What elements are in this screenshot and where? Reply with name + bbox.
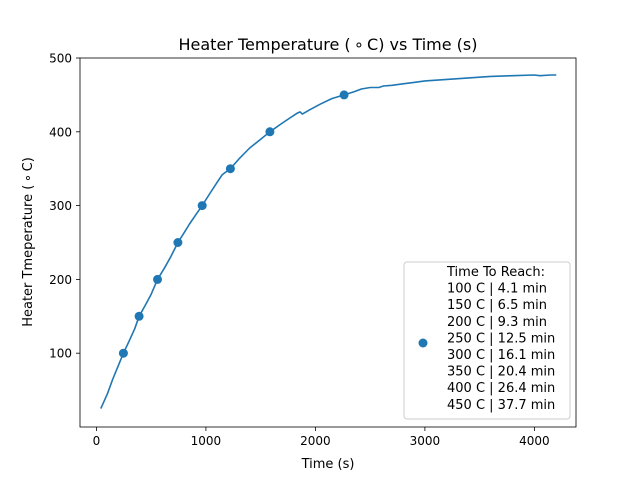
x-tick-label: 2000 [300, 434, 331, 448]
plot-area [100, 74, 557, 409]
ticks: 0 1000 2000 3000 4000 100 200 300 400 500 [49, 52, 550, 449]
scatter-point [197, 201, 207, 211]
x-tick-label: 0 [93, 434, 101, 448]
legend-entry-line: 250 C | 12.5 min [447, 331, 555, 346]
legend-entry-line: 450 C | 37.7 min [447, 398, 555, 413]
x-tick-label: 4000 [519, 434, 550, 448]
y-tick-label: 400 [49, 125, 72, 139]
legend-box [403, 261, 571, 420]
scatter-point [153, 274, 162, 284]
scatter-point [265, 127, 275, 137]
legend-marker [418, 338, 428, 348]
legend-entry-line: 150 C | 6.5 min [447, 298, 547, 313]
scatter-point [118, 348, 128, 358]
scatter-point [225, 164, 235, 174]
legend-entry-line: 350 C | 20.4 min [447, 365, 555, 380]
x-tick-label: 3000 [410, 434, 441, 448]
temperature-line [100, 74, 557, 409]
scatter-point [134, 311, 144, 321]
x-tick-label: 1000 [191, 434, 222, 448]
scatter-point [339, 90, 349, 100]
legend-entry-line: Time To Reach: [446, 265, 545, 280]
scatter-point [173, 238, 183, 247]
y-tick-label: 500 [49, 52, 72, 66]
y-tick-label: 100 [49, 347, 72, 361]
axes-frame [79, 57, 577, 428]
y-axis-label: Heater Tmeperature ( ∘ C) [21, 157, 36, 327]
legend-entry-line: 100 C | 4.1 min [447, 282, 547, 297]
legend-entry-line: 200 C | 9.3 min [447, 315, 547, 330]
legend-entry-line: 300 C | 16.1 min [447, 348, 555, 363]
y-tick-label: 200 [49, 273, 72, 287]
chart-title: Heater Temperature ( ∘ C) vs Time (s) [179, 35, 478, 54]
legend-entry-line: 400 C | 26.4 min [447, 381, 555, 396]
y-tick-label: 300 [49, 199, 72, 213]
x-axis-label: Time (s) [301, 457, 355, 472]
